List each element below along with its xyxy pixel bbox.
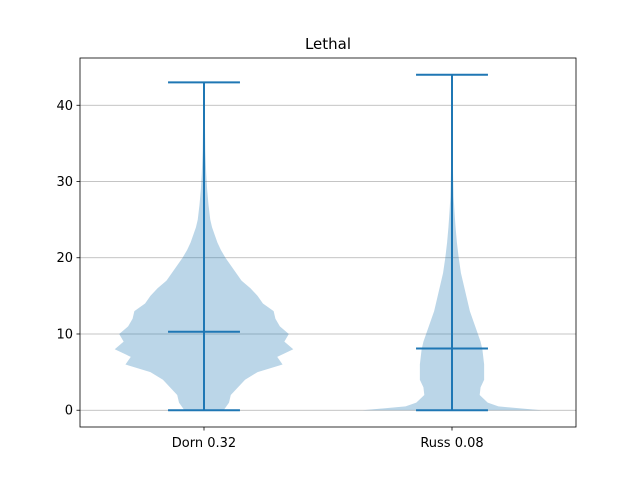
grid-lines [80, 104, 576, 411]
y-tick-label-4: 40 [56, 99, 73, 114]
plot-frame [79, 57, 577, 428]
chart-title: Lethal [305, 35, 351, 53]
x-tick-label-1: Russ 0.08 [420, 436, 483, 451]
y-tick-label-1: 10 [56, 327, 73, 342]
y-tick-label-2: 20 [56, 251, 73, 266]
y-tick-label-0: 0 [65, 404, 73, 419]
violin-stat-lines [168, 73, 488, 412]
x-tick-label-0: Dorn 0.32 [172, 436, 236, 451]
x-axis-ticks: Dorn 0.32 Russ 0.08 [172, 427, 484, 451]
y-axis-ticks: 0 10 20 30 40 [56, 99, 80, 419]
y-tick-label-3: 30 [56, 175, 73, 190]
